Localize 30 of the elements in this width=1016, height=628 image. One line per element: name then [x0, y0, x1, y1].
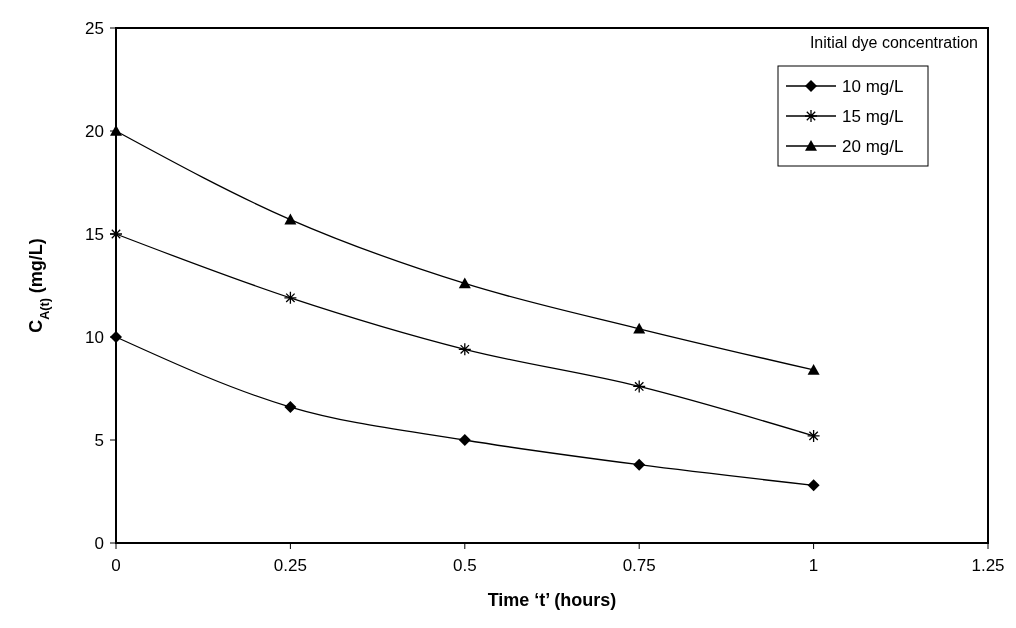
x-tick-label: 0.5	[452, 556, 477, 575]
point	[458, 277, 471, 289]
point	[458, 434, 471, 446]
point	[807, 479, 820, 492]
legend-label: 10 mg/L	[842, 77, 904, 96]
point	[806, 429, 821, 443]
point	[283, 291, 298, 305]
x-tick-label: 1	[808, 556, 819, 575]
x-tick-label: 0	[111, 556, 121, 575]
point	[109, 227, 123, 241]
x-tick-label: 0.75	[622, 556, 656, 575]
y-tick-label: 25	[85, 19, 104, 38]
point	[632, 379, 646, 394]
x-tick-label: 1.25	[971, 556, 1005, 575]
y-tick-label: 5	[94, 431, 104, 450]
y-tick-label: 20	[85, 122, 104, 141]
point	[284, 213, 297, 225]
y-tick-label: 10	[85, 328, 104, 347]
point	[633, 458, 646, 471]
x-tick-label: 0.25	[273, 556, 307, 575]
y-tick-label: 15	[85, 225, 104, 244]
legend-title: Initial dye concentration	[809, 34, 978, 51]
point	[633, 322, 646, 334]
x-axis-title: Time ‘t’ (hours)	[487, 590, 617, 610]
legend-label: 15 mg/L	[842, 107, 904, 126]
y-tick-label: 0	[94, 534, 104, 553]
legend-label: 20 mg/L	[842, 137, 904, 156]
point	[458, 342, 472, 357]
point	[807, 363, 820, 375]
point	[284, 401, 297, 414]
